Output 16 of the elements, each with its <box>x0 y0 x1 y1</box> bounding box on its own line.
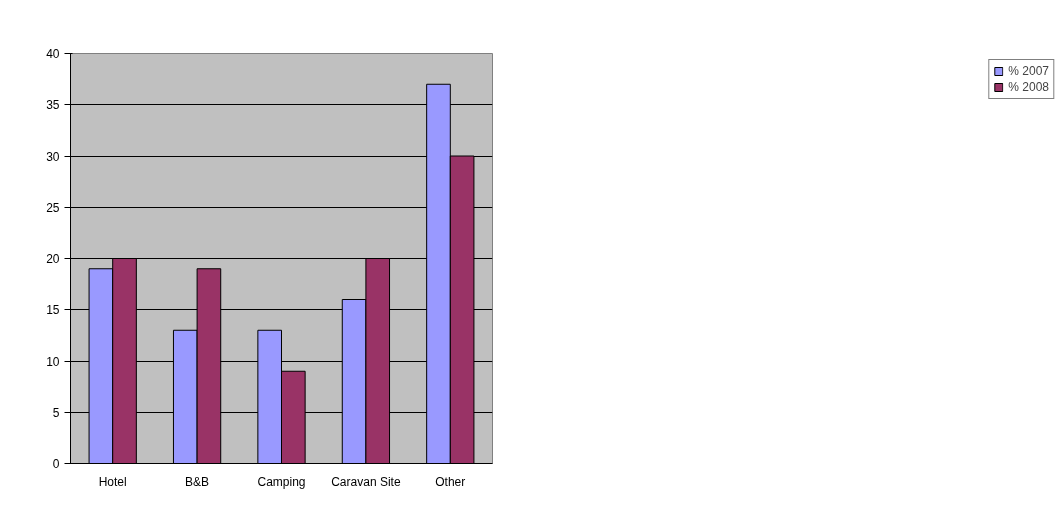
y-tick-label: 0 <box>52 457 60 471</box>
x-tick-label: B&B <box>185 474 210 489</box>
x-tick-label: Camping <box>257 474 306 489</box>
y-tick-label: 10 <box>46 354 60 369</box>
x-tick-label: Other <box>435 474 466 489</box>
y-tick-label: 25 <box>46 200 60 215</box>
y-tick-label: 15 <box>46 303 60 318</box>
x-tick-label: Caravan Site <box>331 474 401 489</box>
x-tick-label: Hotel <box>98 474 127 489</box>
legend-label: % 2008 <box>1008 80 1049 94</box>
legend-label: % 2007 <box>1008 64 1049 78</box>
y-tick-label: 30 <box>46 149 60 164</box>
y-tick-label: 20 <box>46 252 60 266</box>
y-tick-label: 5 <box>52 405 60 420</box>
y-tick-label: 35 <box>46 98 60 113</box>
y-tick-label: 40 <box>46 47 60 61</box>
